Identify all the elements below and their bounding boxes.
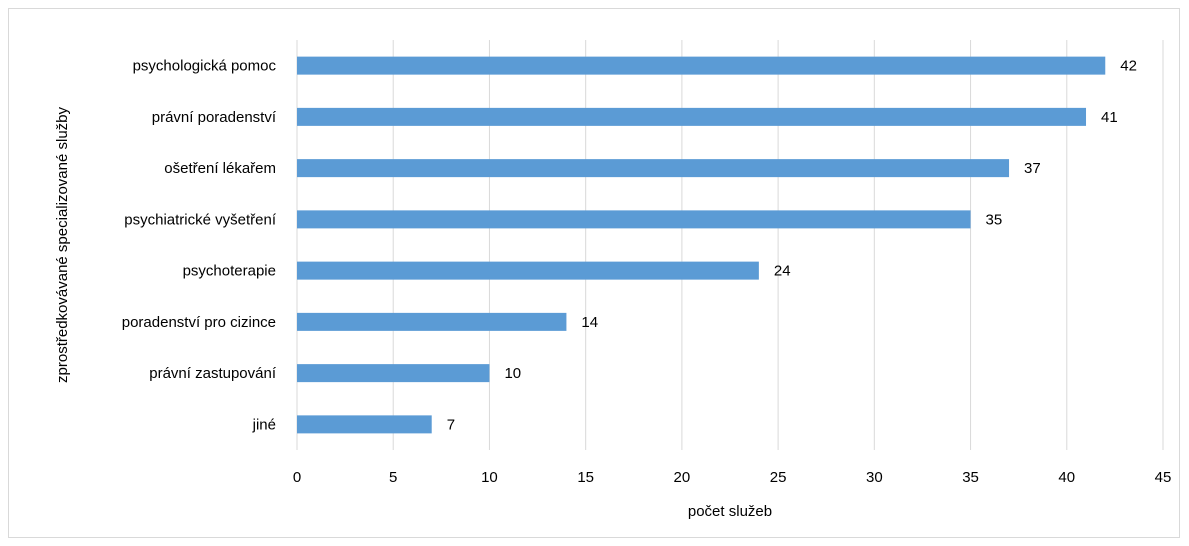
x-tick-label: 10 [481,469,498,486]
bar [297,56,1106,75]
category-label: jiné [252,416,276,433]
category-label: ošetření lékařem [164,160,276,177]
x-tick-label: 0 [293,469,301,486]
bar [297,159,1010,178]
category-label: psychoterapie [183,263,276,280]
x-tick-label: 40 [1058,469,1075,486]
data-label: 7 [447,416,455,433]
x-tick-label: 30 [866,469,883,486]
bars [297,56,1106,434]
data-label: 41 [1101,109,1118,126]
bar [297,261,759,280]
x-tick-label: 20 [674,469,691,486]
data-label: 42 [1120,58,1137,75]
grid-lines [296,40,1164,450]
data-label: 24 [774,263,791,280]
bar [297,415,432,434]
y-axis-title: zprostředkovávané specializované služby [54,107,71,383]
data-labels: 42 41 37 35 24 14 10 7 [447,58,1137,434]
category-label: právní poradenství [152,109,277,126]
x-tick-labels: 0 5 10 15 20 25 30 35 40 45 [293,469,1172,486]
bar [297,364,490,383]
data-label: 37 [1024,160,1041,177]
x-tick-label: 5 [389,469,397,486]
data-label: 10 [504,365,521,382]
category-label: poradenství pro cizince [122,314,276,331]
bar [297,107,1087,126]
category-label: právní zastupování [149,365,277,382]
x-tick-label: 45 [1155,469,1172,486]
bar [297,210,971,229]
bar [297,312,567,331]
data-label: 14 [581,314,598,331]
category-label: psychiatrické vyšetření [124,211,277,228]
x-tick-label: 25 [770,469,787,486]
x-tick-label: 15 [577,469,594,486]
x-tick-label: 35 [962,469,979,486]
data-label: 35 [986,211,1003,228]
category-labels: psychologická pomoc právní poradenství oše… [122,58,277,434]
x-axis-title: počet služeb [688,503,772,520]
category-label: psychologická pomoc [133,58,277,75]
